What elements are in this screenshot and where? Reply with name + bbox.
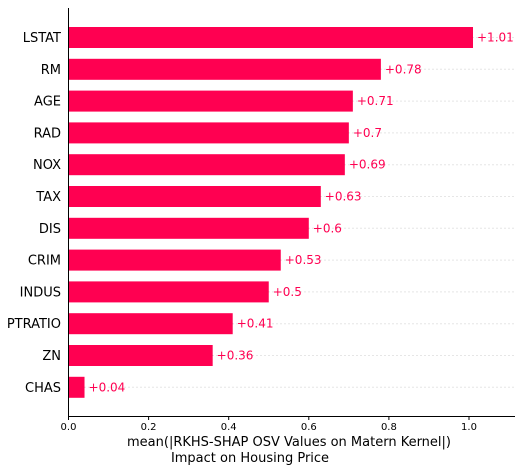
category-labels: LSTAT RM AGE RAD NOX TAX DIS CRIM INDUS PTRATIO ZN…: [7, 31, 61, 396]
bar-zn: [68, 345, 213, 366]
x-tick-label: 0.2: [141, 422, 157, 433]
value-labels: +1.01 +0.78 +0.71 +0.7 +0.69 +0.63 +0.6 +0.53 +0…: [89, 31, 514, 395]
bar-tax: [68, 186, 321, 207]
bar-indus: [68, 281, 269, 303]
value-label: +0.6: [313, 221, 342, 235]
grid-lines: [68, 37, 515, 388]
value-label: +0.04: [89, 380, 126, 394]
x-ticks: 0.0 0.2 0.4 0.6 0.8 1.0: [61, 416, 477, 433]
bar-dis: [68, 217, 309, 239]
value-label: +0.71: [357, 94, 394, 108]
category-label: LSTAT: [23, 31, 61, 46]
category-label: RAD: [34, 126, 61, 141]
value-label: +0.36: [217, 349, 254, 363]
category-label: AGE: [34, 95, 61, 110]
bar-lstat: [68, 27, 473, 48]
value-label: +0.7: [353, 126, 382, 140]
x-tick-label: 0.8: [381, 422, 397, 433]
value-label: +1.01: [477, 31, 514, 45]
x-tick-label: 0.0: [61, 422, 77, 433]
bar-crim: [68, 249, 281, 271]
value-label: +0.5: [273, 285, 302, 299]
value-label: +0.41: [237, 317, 274, 331]
value-label: +0.53: [285, 253, 322, 267]
category-label: RM: [41, 63, 61, 78]
bar-ptratio: [68, 313, 233, 335]
bar-age: [68, 90, 353, 112]
category-label: ZN: [42, 349, 61, 364]
bar-rad: [68, 122, 349, 144]
bars: [68, 27, 473, 398]
x-tick-label: 0.4: [221, 422, 237, 433]
x-tick-label: 0.6: [301, 422, 317, 433]
bar-rm: [68, 58, 381, 80]
category-label: CRIM: [28, 254, 61, 269]
x-axis-title-line-2: Impact on Housing Price: [171, 451, 329, 466]
value-label: +0.63: [325, 190, 362, 204]
x-tick-label: 1.0: [461, 422, 477, 433]
value-label: +0.78: [385, 62, 422, 76]
bar-nox: [68, 154, 345, 176]
value-label: +0.69: [349, 158, 386, 172]
category-label: TAX: [35, 190, 61, 205]
category-label: INDUS: [20, 285, 61, 300]
category-label: DIS: [39, 222, 61, 237]
category-label: CHAS: [25, 381, 61, 396]
bar-chas: [68, 376, 85, 398]
category-label: PTRATIO: [7, 317, 61, 332]
category-label: NOX: [33, 158, 61, 173]
x-axis-title-line-1: mean(|RKHS-SHAP OSV Values on Matern Ker…: [127, 435, 451, 450]
